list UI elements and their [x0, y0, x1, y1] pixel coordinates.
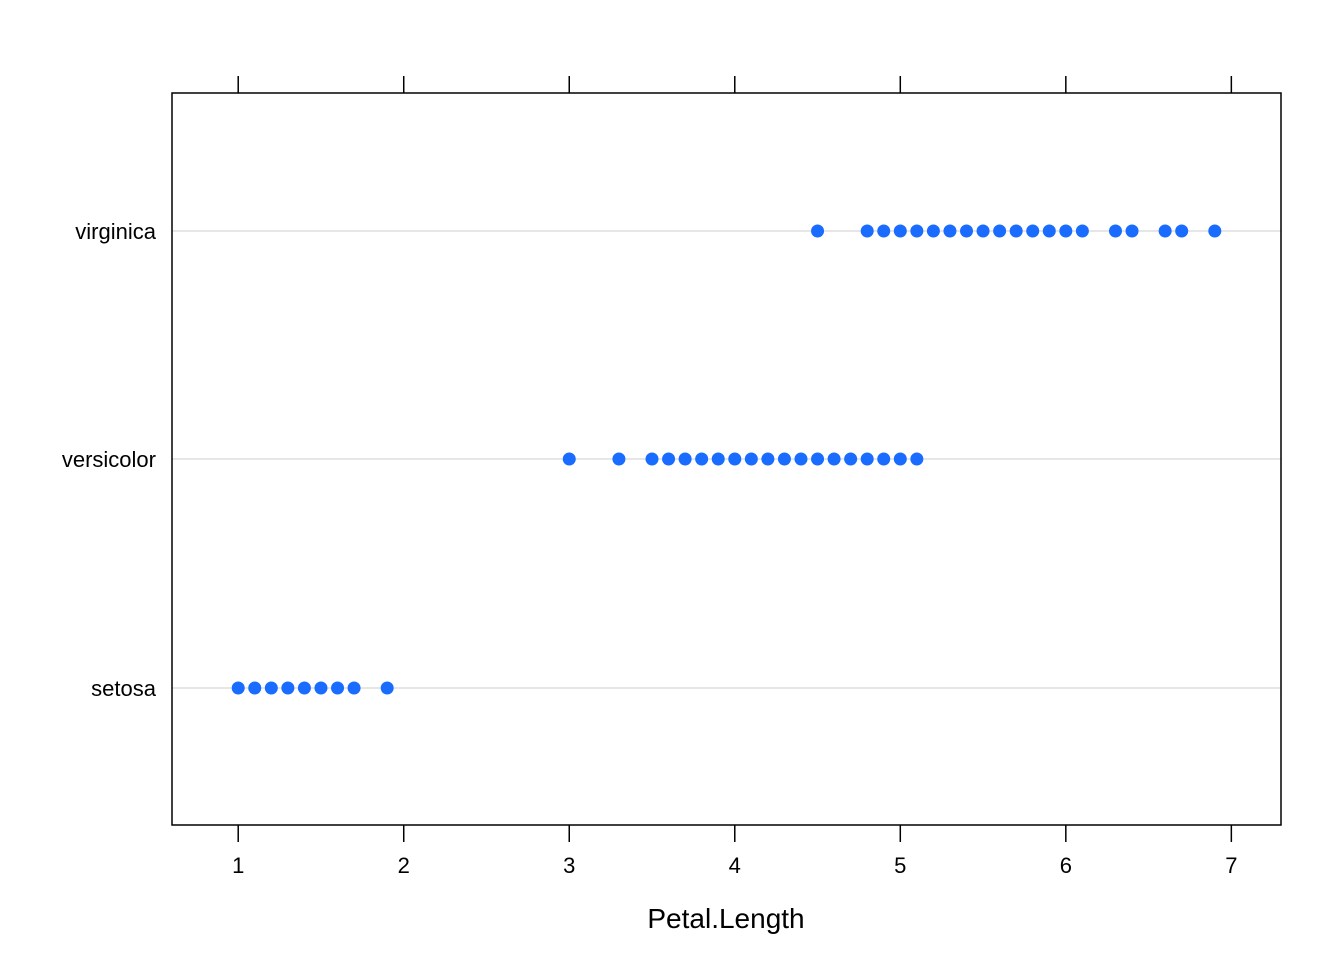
data-point-setosa — [314, 681, 328, 695]
x-axis-ticks: 1 2 3 4 5 6 7 — [232, 76, 1237, 878]
data-point-versicolor — [877, 452, 891, 466]
category-labels: setosa versicolor virginica — [62, 219, 157, 701]
data-point-versicolor — [612, 452, 626, 466]
data-point-setosa — [264, 681, 278, 695]
data-point-versicolor — [678, 452, 692, 466]
data-point-virginica — [1026, 224, 1040, 238]
data-points — [231, 224, 1222, 695]
data-point-virginica — [1125, 224, 1139, 238]
data-point-versicolor — [811, 452, 825, 466]
plot-frame — [171, 92, 1282, 826]
x-tick-label: 3 — [563, 853, 575, 878]
data-point-setosa — [331, 681, 345, 695]
data-point-versicolor — [711, 452, 725, 466]
data-point-versicolor — [910, 452, 924, 466]
data-point-setosa — [248, 681, 262, 695]
data-point-setosa — [281, 681, 295, 695]
data-point-versicolor — [562, 452, 576, 466]
data-point-versicolor — [860, 452, 874, 466]
x-axis-title: Petal.Length — [647, 903, 804, 934]
category-label-setosa: setosa — [91, 676, 157, 701]
data-point-versicolor — [794, 452, 808, 466]
data-point-virginica — [960, 224, 974, 238]
data-point-virginica — [976, 224, 990, 238]
x-tick-label: 7 — [1225, 853, 1237, 878]
data-point-versicolor — [893, 452, 907, 466]
data-point-virginica — [860, 224, 874, 238]
data-point-versicolor — [844, 452, 858, 466]
data-point-setosa — [231, 681, 245, 695]
data-point-versicolor — [744, 452, 758, 466]
category-label-versicolor: versicolor — [62, 447, 156, 472]
data-point-virginica — [926, 224, 940, 238]
data-point-setosa — [347, 681, 361, 695]
category-label-virginica: virginica — [75, 219, 156, 244]
data-point-versicolor — [761, 452, 775, 466]
data-point-virginica — [1108, 224, 1122, 238]
data-point-versicolor — [645, 452, 659, 466]
data-point-virginica — [1175, 224, 1189, 238]
data-point-versicolor — [827, 452, 841, 466]
data-point-virginica — [877, 224, 891, 238]
data-point-versicolor — [728, 452, 742, 466]
data-point-setosa — [297, 681, 311, 695]
data-point-versicolor — [695, 452, 709, 466]
x-tick-label: 4 — [729, 853, 741, 878]
data-point-virginica — [910, 224, 924, 238]
data-point-virginica — [1009, 224, 1023, 238]
data-point-versicolor — [662, 452, 676, 466]
data-point-setosa — [380, 681, 394, 695]
grid-lines — [172, 230, 1281, 689]
data-point-virginica — [1158, 224, 1172, 238]
data-point-virginica — [1059, 224, 1073, 238]
data-point-virginica — [811, 224, 825, 238]
data-point-virginica — [993, 224, 1007, 238]
data-point-virginica — [893, 224, 907, 238]
data-point-virginica — [1075, 224, 1089, 238]
x-tick-label: 6 — [1060, 853, 1072, 878]
data-point-virginica — [943, 224, 957, 238]
x-tick-label: 5 — [894, 853, 906, 878]
data-point-virginica — [1042, 224, 1056, 238]
x-tick-label: 1 — [232, 853, 244, 878]
data-point-virginica — [1208, 224, 1222, 238]
x-tick-label: 2 — [398, 853, 410, 878]
data-point-versicolor — [777, 452, 791, 466]
